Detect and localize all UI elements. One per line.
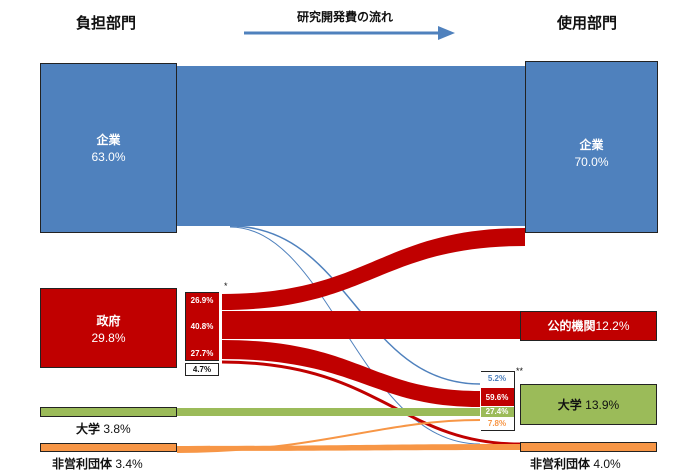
source-nonprofit-pct: 3.4% — [115, 457, 143, 471]
source-government-name: 政府 — [96, 314, 121, 328]
government-share-nonprofit: 4.7% — [192, 365, 212, 374]
source-university-name: 大学 — [76, 422, 101, 436]
flow-government-to-university — [222, 340, 480, 407]
university-share-government-box — [481, 388, 514, 406]
source-node-company: 企業 63.0% — [40, 63, 177, 233]
flow-university-to-university — [177, 408, 480, 416]
source-company-pct: 63.0% — [91, 150, 126, 164]
destination-nonprofit-label: 非営利団体 4.0% — [530, 455, 621, 472]
university-share-university: 27.4% — [485, 407, 509, 416]
source-nonprofit-name: 非営利団体 — [52, 457, 113, 471]
flow-direction-arrow — [244, 26, 455, 40]
destination-nonprofit-name: 非営利団体 — [530, 457, 591, 471]
flow-company-to-company — [177, 66, 525, 226]
source-government-pct: 29.8% — [91, 331, 126, 345]
university-share-government: 59.6% — [485, 393, 509, 402]
source-node-government: 政府 29.8% — [40, 288, 177, 368]
government-share-company: 26.9% — [190, 296, 214, 305]
source-heading: 負担部門 — [76, 15, 137, 32]
source-university-pct: 3.8% — [103, 422, 131, 436]
destination-node-public: 公的機関12.2% — [520, 311, 657, 341]
source-university-label: 大学 3.8% — [76, 420, 131, 437]
destination-university-pct: 13.9% — [585, 398, 620, 412]
government-breakdown-bracket — [185, 292, 219, 361]
source-nonprofit-label: 非営利団体 3.4% — [52, 455, 143, 472]
university-share-company: 5.2% — [487, 374, 507, 383]
destination-public-name: 公的機関 — [547, 319, 596, 333]
university-share-university-box — [481, 407, 514, 417]
flow-nonprofit-to-nonprofit — [177, 444, 520, 451]
university-share-nonprofit: 7.8% — [487, 419, 507, 428]
government-share-public: 40.8% — [190, 322, 214, 331]
flow-government-to-company — [222, 228, 525, 310]
destination-university-name: 大学 — [557, 398, 582, 412]
destination-node-company: 企業 70.0% — [525, 61, 658, 233]
university-share-nonprofit-box — [481, 418, 514, 430]
source-company-name: 企業 — [96, 133, 121, 147]
destination-heading: 使用部門 — [557, 15, 618, 32]
destination-company-name: 企業 — [579, 138, 604, 152]
destination-node-nonprofit — [520, 442, 657, 452]
government-share-university: 27.7% — [190, 349, 214, 358]
destination-nonprofit-pct: 4.0% — [593, 457, 621, 471]
university-share-company-box — [481, 372, 514, 386]
university-breakdown-bracket — [481, 371, 515, 431]
flow-heading: 研究開発費の流れ — [296, 10, 393, 24]
flow-company-to-university — [229, 225, 481, 385]
source-node-nonprofit — [40, 443, 177, 452]
destination-public-pct: 12.2% — [595, 319, 630, 333]
source-node-university — [40, 407, 177, 417]
government-asterisk: * — [224, 281, 228, 291]
destination-node-university: 大学 13.9% — [520, 384, 657, 425]
flow-government-to-public — [222, 311, 520, 339]
government-share-nonprofit-box — [185, 363, 219, 376]
destination-company-pct: 70.0% — [574, 155, 609, 169]
flow-government-to-nonprofit — [221, 360, 521, 446]
university-double-asterisk: ** — [516, 366, 524, 376]
